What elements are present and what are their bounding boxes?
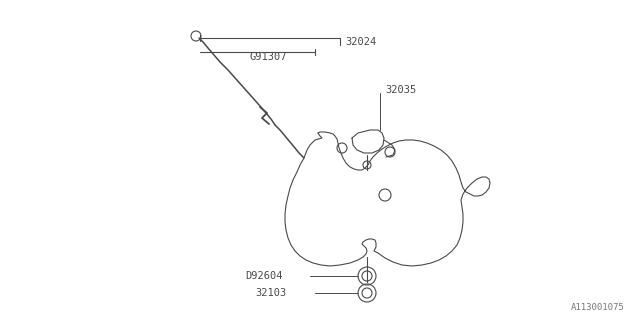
Text: A113001075: A113001075	[572, 303, 625, 312]
Text: D92604: D92604	[245, 271, 282, 281]
Text: 32035: 32035	[385, 85, 416, 95]
Text: 32103: 32103	[255, 288, 286, 298]
Text: G91307: G91307	[250, 52, 287, 62]
Text: 32024: 32024	[345, 37, 376, 47]
